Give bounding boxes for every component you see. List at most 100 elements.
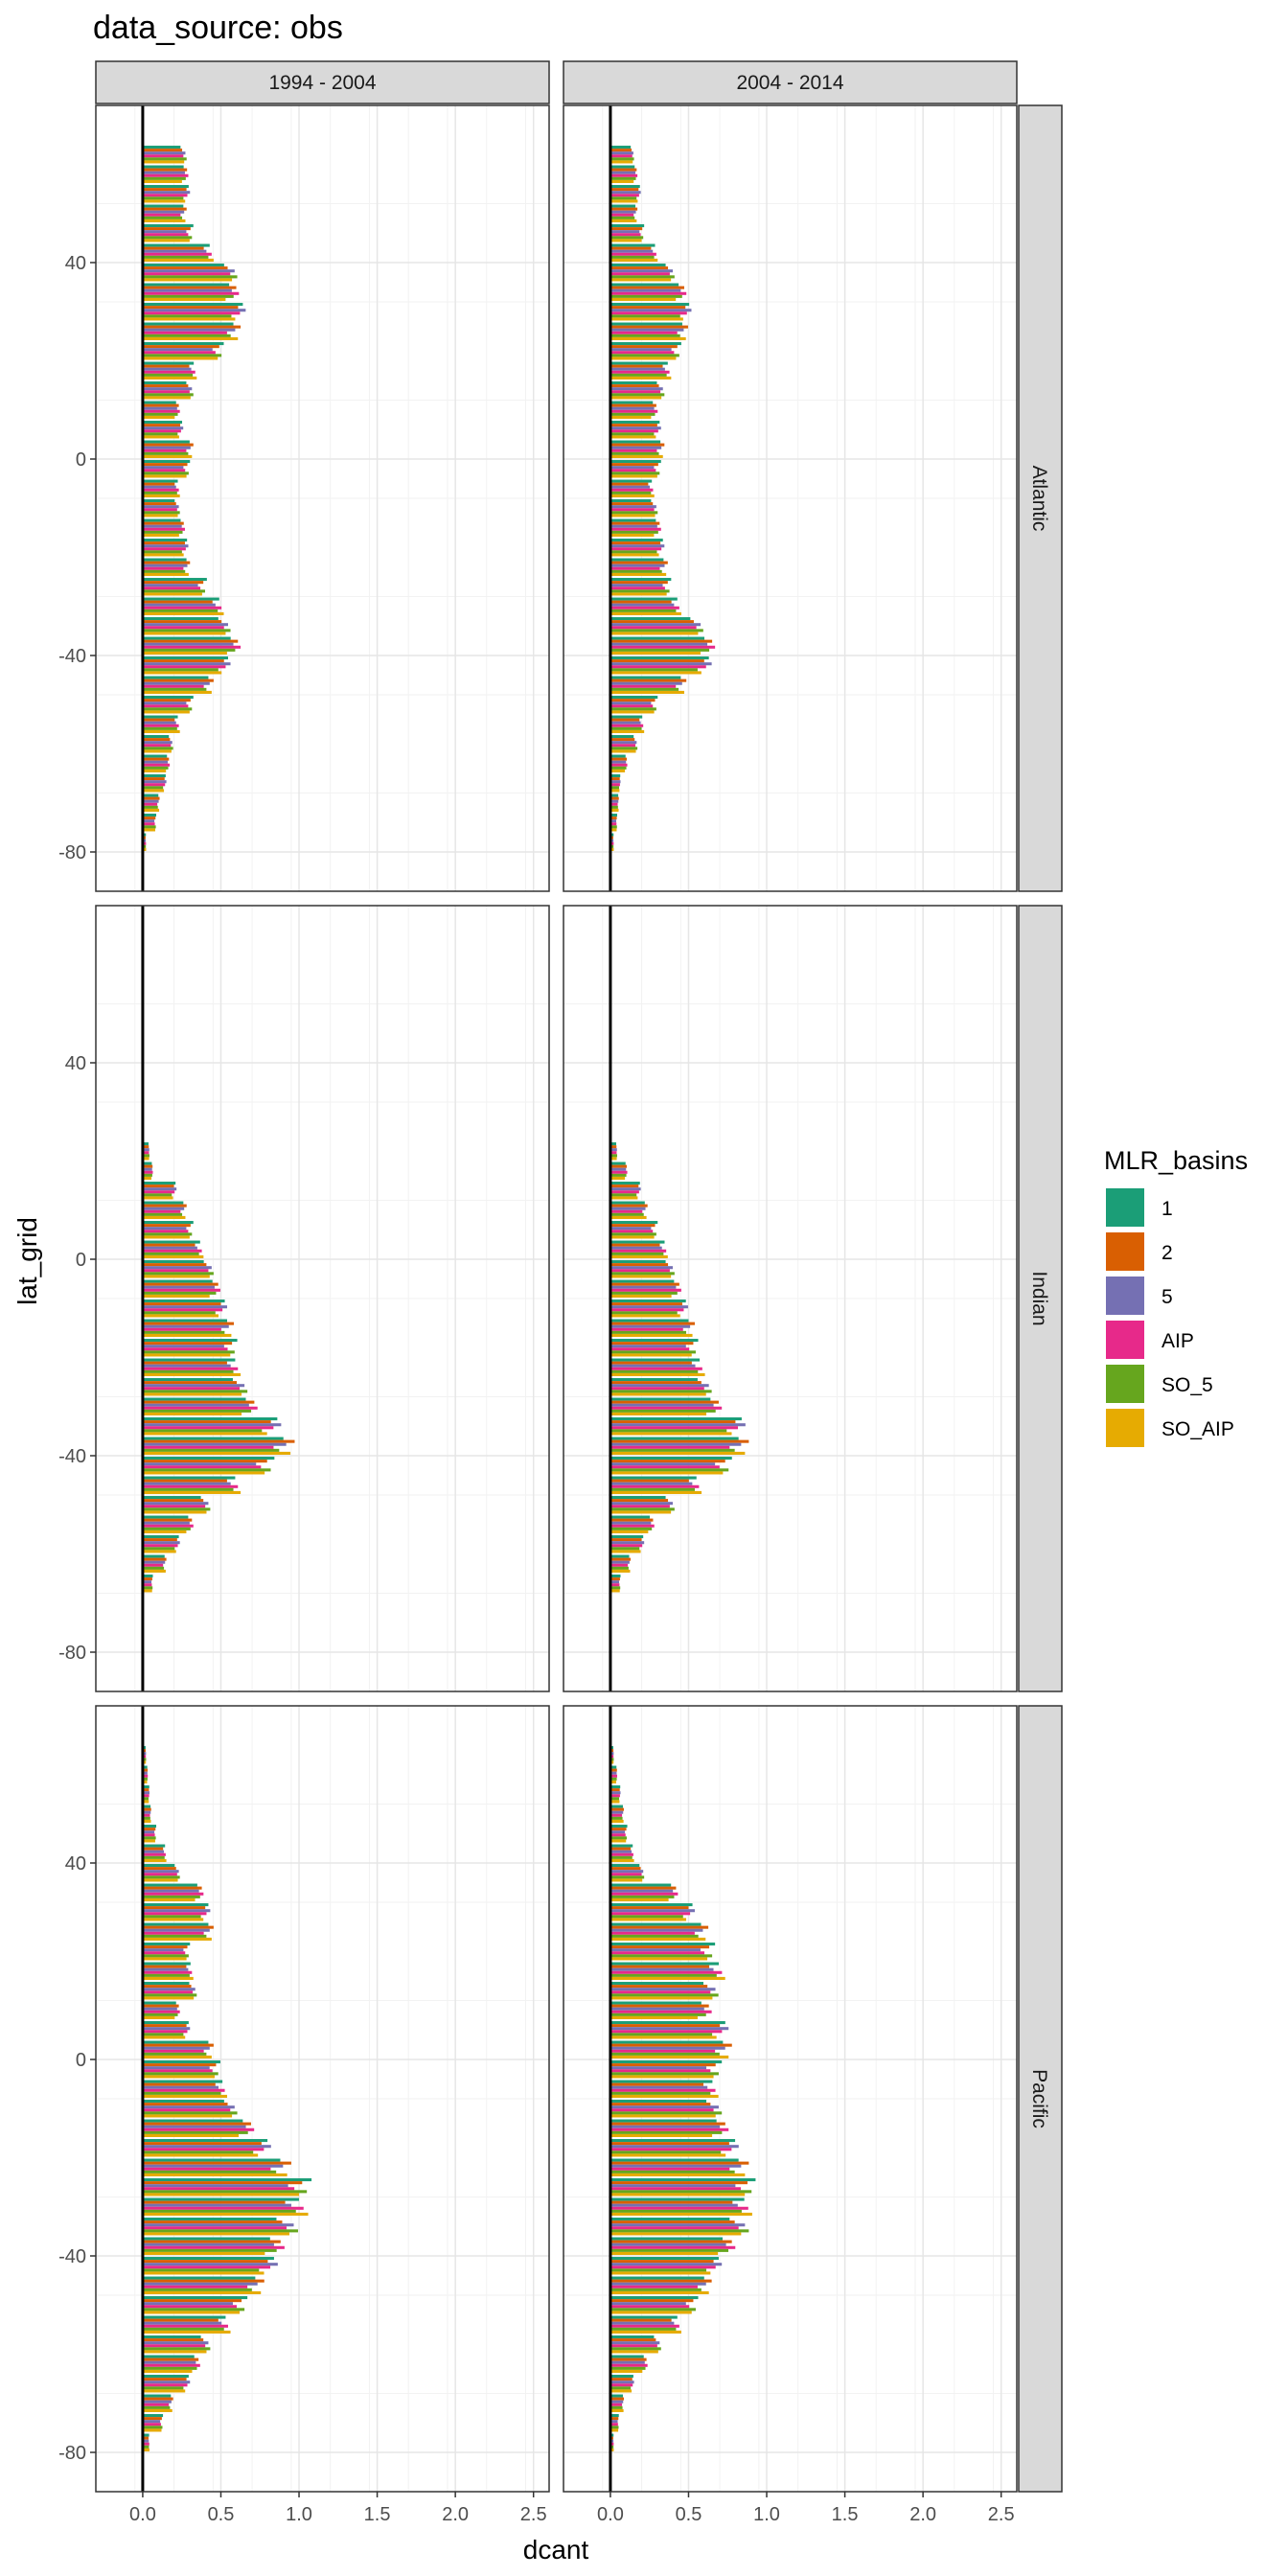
bar (610, 1282, 679, 1286)
bar (142, 2285, 248, 2288)
bar (610, 2347, 661, 2351)
bar (142, 1266, 212, 1270)
bar (142, 617, 218, 621)
bar (610, 176, 636, 180)
bar (610, 2394, 623, 2398)
bar (610, 230, 640, 234)
bar (610, 424, 657, 427)
bar (142, 805, 158, 809)
bar (610, 724, 644, 727)
bar (610, 466, 655, 470)
bar (142, 275, 238, 279)
bar (142, 1372, 242, 1376)
bar (142, 1397, 246, 1401)
bar (142, 460, 191, 464)
bar (142, 474, 187, 478)
bar (142, 1970, 193, 1974)
bar (610, 684, 677, 688)
bar (610, 1807, 625, 1811)
bar (142, 443, 194, 447)
bar (610, 2015, 698, 2019)
bar (142, 1918, 204, 1921)
legend-swatch (1106, 1321, 1144, 1359)
bar (142, 1384, 245, 1388)
bar (610, 1145, 617, 1149)
bar (610, 2423, 618, 2426)
bar (142, 412, 178, 416)
bar (142, 2085, 219, 2089)
bar (142, 165, 184, 169)
bar (610, 409, 658, 413)
bar (610, 749, 636, 753)
bar (610, 1409, 716, 1413)
bar (610, 597, 678, 601)
bar (142, 1502, 209, 1506)
bar (610, 1154, 617, 1158)
legend-swatch (1106, 1276, 1144, 1315)
bar (610, 1752, 614, 1756)
bar (610, 1263, 669, 1267)
bar (142, 769, 167, 772)
bar (142, 836, 146, 840)
bar (610, 1390, 712, 1393)
bar (142, 1342, 233, 1346)
bar (142, 1875, 180, 1879)
bar (142, 1530, 187, 1533)
bar (142, 524, 182, 528)
bar (610, 1580, 620, 1584)
bar (610, 2433, 614, 2437)
bar (610, 227, 643, 231)
bar (610, 844, 614, 848)
bar (142, 1912, 207, 1916)
bar (610, 1381, 702, 1385)
bar (610, 1878, 643, 1882)
bar (142, 1867, 176, 1871)
bar (142, 2173, 288, 2176)
bar (610, 2318, 672, 2322)
bar (610, 620, 694, 624)
bar (142, 1945, 188, 1949)
bar (142, 1807, 151, 1811)
bar (610, 1243, 660, 1247)
bar (142, 1457, 275, 1460)
bar (142, 331, 227, 334)
bar (610, 1322, 696, 1325)
bar (142, 213, 181, 217)
bar (610, 1412, 707, 1415)
facet-strips: 1994 - 2004 2004 - 2014 Atlantic Indian Paci… (95, 60, 1063, 2493)
bar (142, 611, 224, 615)
bar (142, 839, 147, 842)
bar (142, 2386, 184, 2390)
bar (142, 2108, 231, 2112)
bar (142, 2266, 271, 2269)
bar (610, 2103, 711, 2106)
bar (142, 227, 191, 231)
bar (142, 1254, 204, 1258)
bar (142, 2229, 298, 2233)
bar (610, 210, 636, 214)
bar (142, 1788, 150, 1792)
bar (142, 336, 239, 340)
bar (142, 783, 166, 787)
bar (610, 1544, 643, 1548)
bar (610, 1345, 686, 1348)
panel-atlantic-1 (95, 104, 550, 892)
bar (610, 2046, 725, 2050)
bar (610, 2445, 614, 2449)
bar (610, 1828, 627, 1831)
bar (610, 1870, 644, 1874)
bar (142, 1580, 152, 1584)
bar (610, 2030, 723, 2034)
bar (610, 1858, 634, 1862)
bar (610, 1586, 621, 1590)
bar (142, 2375, 189, 2379)
bar (610, 1432, 732, 1436)
bar (142, 1858, 167, 1862)
bar (610, 578, 672, 582)
bar (142, 426, 184, 430)
row-strip-label: Pacific (1028, 2069, 1050, 2128)
bar (142, 744, 172, 748)
bar (610, 718, 640, 722)
bar (610, 306, 686, 310)
bar (610, 1437, 739, 1440)
